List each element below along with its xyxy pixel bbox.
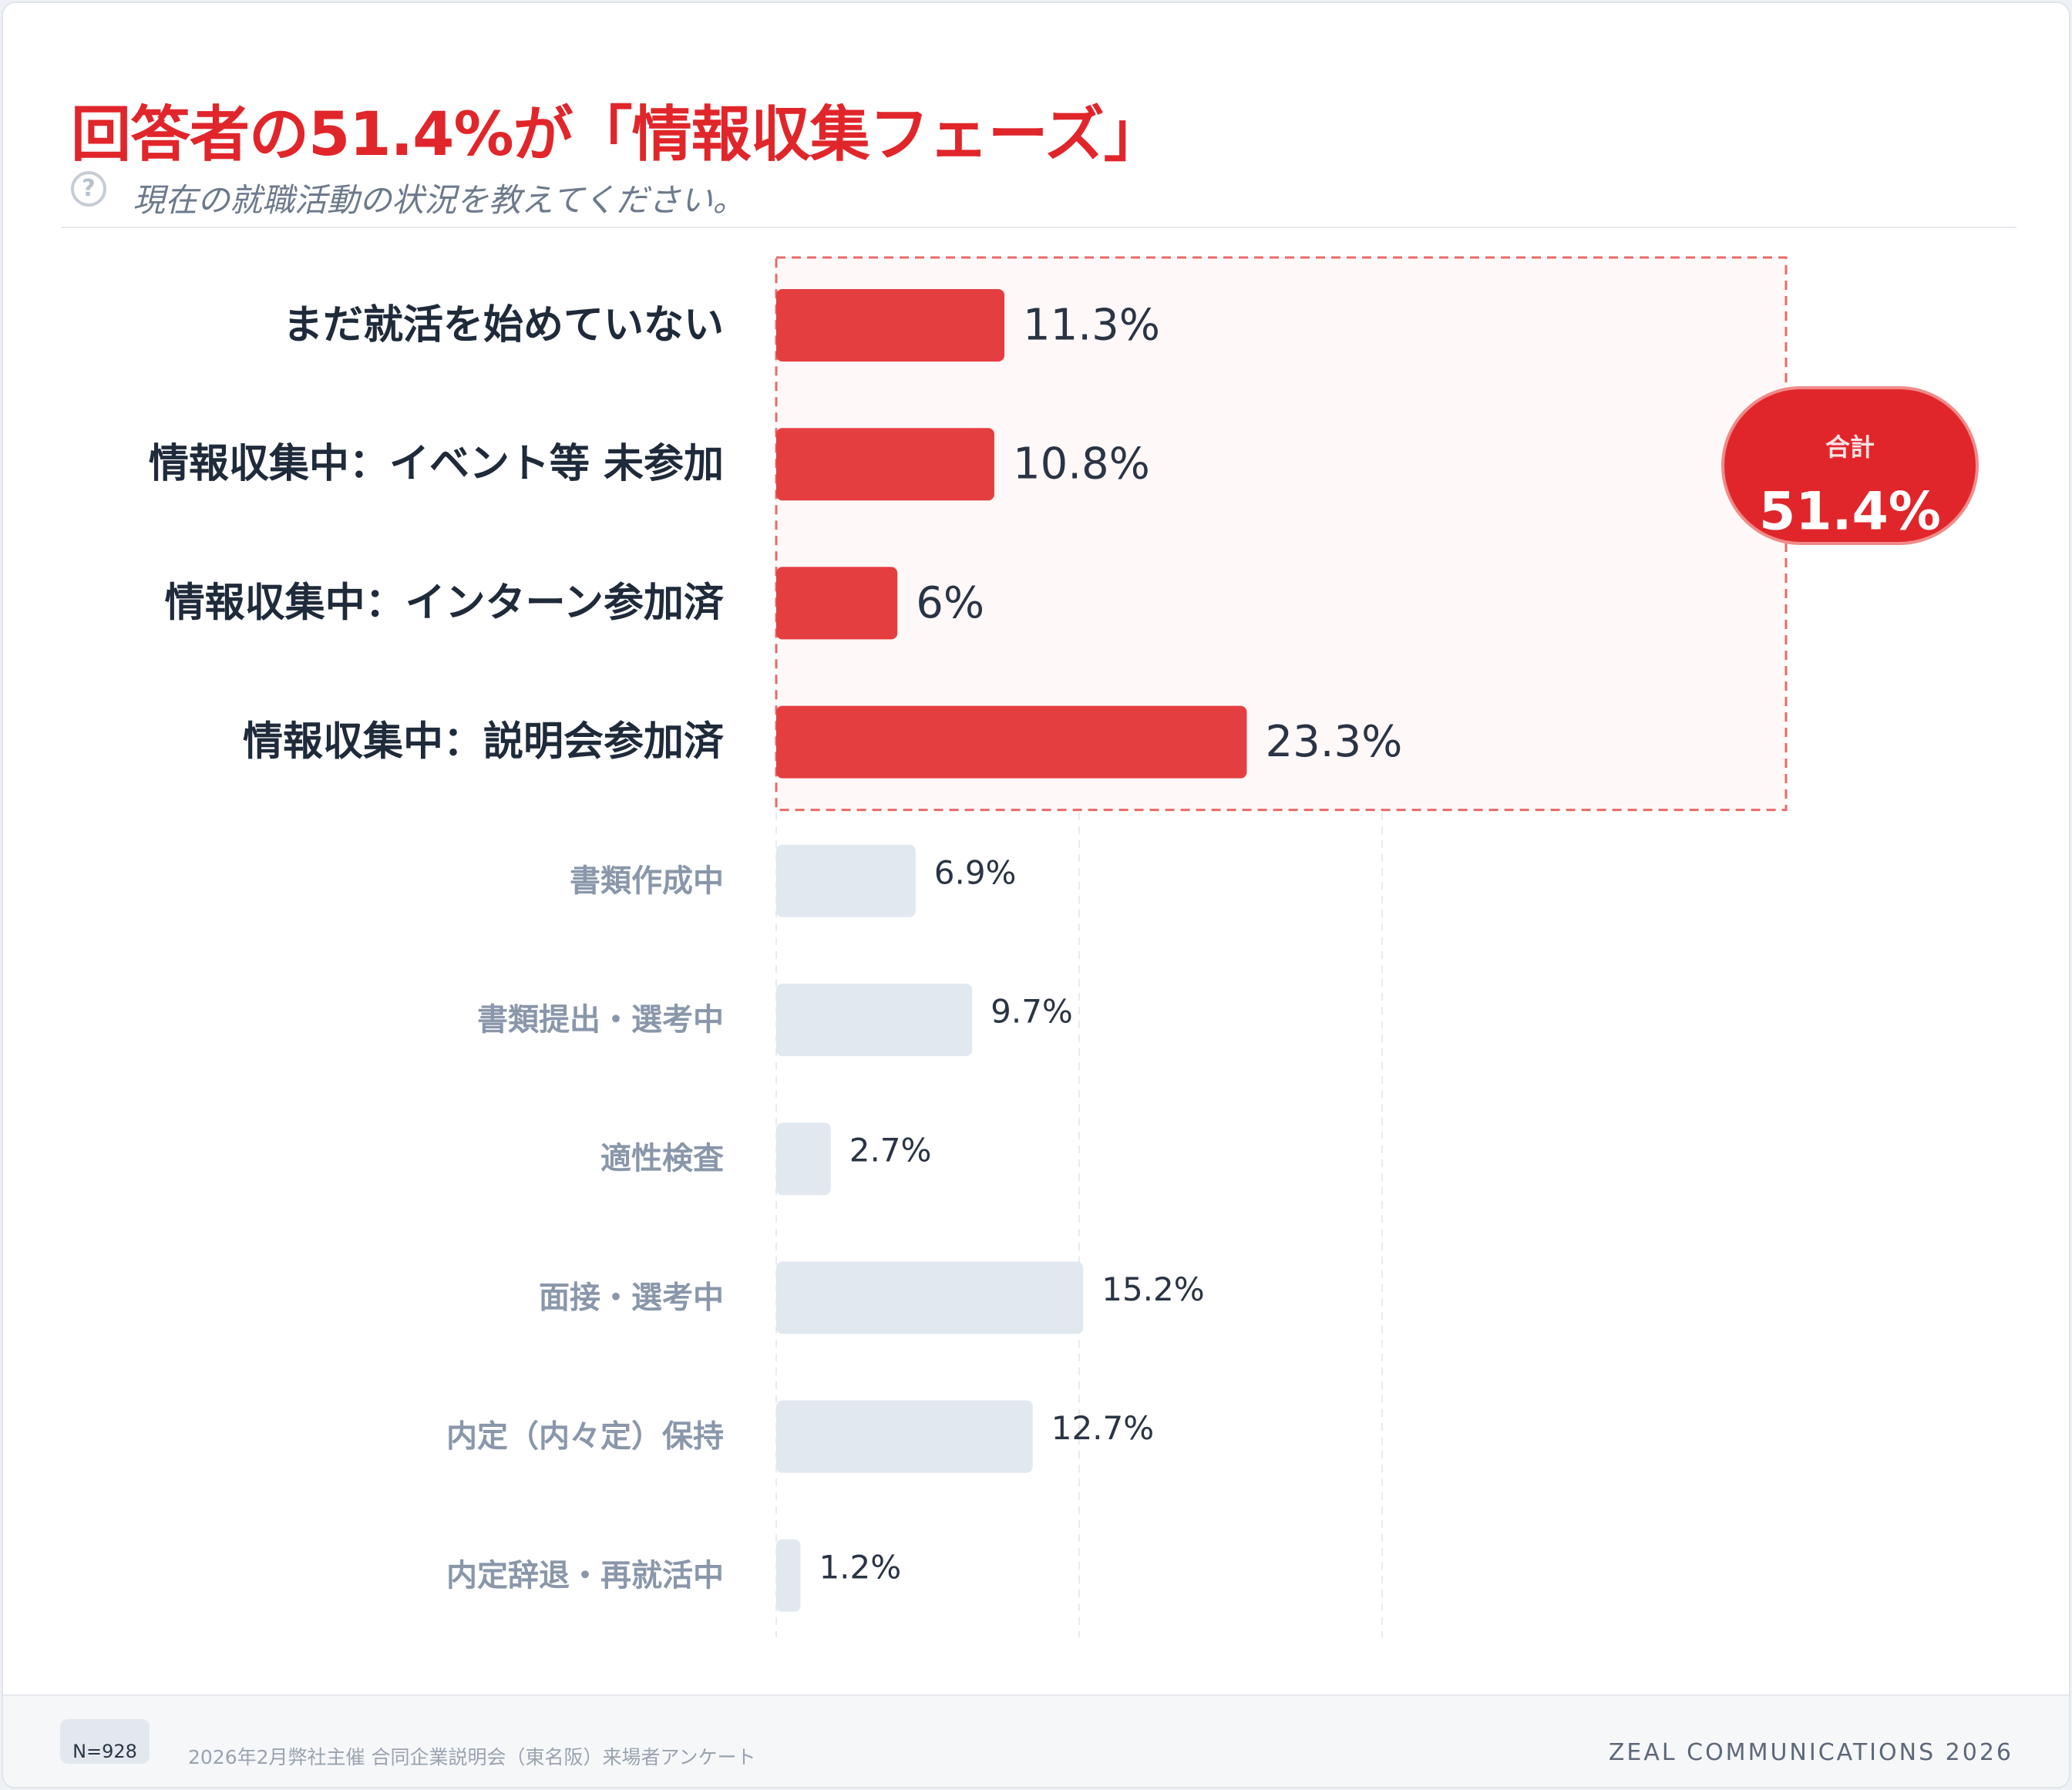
value-label: 2.7%	[849, 1132, 932, 1169]
chart-title: 回答者の51.4%が「情報収集フェーズ」	[71, 100, 1164, 170]
bar-highlighted	[776, 289, 1005, 362]
value-label: 12.7%	[1051, 1409, 1154, 1447]
brand-name: ZEAL COMMUNICATIONS 2026	[1608, 1739, 2013, 1766]
sample-size-badge: N=928	[60, 1719, 150, 1764]
header-divider	[62, 227, 2016, 228]
total-badge	[1721, 386, 1979, 545]
value-label: 23.3%	[1265, 717, 1402, 767]
value-label: 15.2%	[1102, 1270, 1204, 1308]
bar-highlighted	[776, 428, 994, 501]
category-label: 内定（内々定）保持	[446, 1419, 724, 1455]
bar	[776, 984, 973, 1056]
total-badge-label: 合計	[1825, 432, 1875, 462]
category-label: 書類提出・選考中	[477, 1002, 724, 1038]
value-label: 6%	[916, 578, 984, 628]
bar	[776, 1261, 1084, 1334]
category-label: 適性検査	[600, 1141, 724, 1176]
bar	[776, 1400, 1033, 1473]
bar-highlighted	[776, 567, 898, 640]
bar	[776, 1539, 801, 1612]
category-label: まだ就活を始めていない	[283, 302, 724, 348]
category-label: 書類作成中	[570, 863, 724, 899]
category-label: 内定辞退・再就活中	[446, 1558, 724, 1593]
bar	[776, 1122, 831, 1196]
category-label: 情報収集中：イベント等 未参加	[149, 441, 724, 487]
value-label: 1.2%	[819, 1548, 901, 1586]
total-badge-value: 51.4%	[1759, 482, 1941, 543]
category-label: 面接・選考中	[539, 1280, 724, 1315]
value-label: 6.9%	[934, 853, 1017, 891]
survey-source: 2026年2月弊社主催 合同企業説明会（東名阪）来場者アンケート	[188, 1746, 756, 1768]
footer: N=928 2026年2月弊社主催 合同企業説明会（東名阪）来場者アンケート Z…	[3, 1694, 2069, 1787]
category-label: 情報収集中：インターン参加済	[165, 580, 725, 626]
question-icon: ?	[71, 171, 106, 207]
chart-subtitle: 現在の就職活動の状況を教えてください。	[133, 181, 745, 219]
bar-highlighted	[776, 705, 1247, 779]
value-label: 9.7%	[991, 993, 1073, 1031]
value-label: 10.8%	[1013, 439, 1150, 490]
category-label: 情報収集中：説明会参加済	[243, 719, 725, 765]
bar	[776, 844, 916, 917]
value-label: 11.3%	[1023, 301, 1160, 351]
bar-chart: まだ就活を始めていない 11.3% 情報収集中：イベント等 未参加 10.8% 情報収集…	[149, 256, 1979, 1637]
